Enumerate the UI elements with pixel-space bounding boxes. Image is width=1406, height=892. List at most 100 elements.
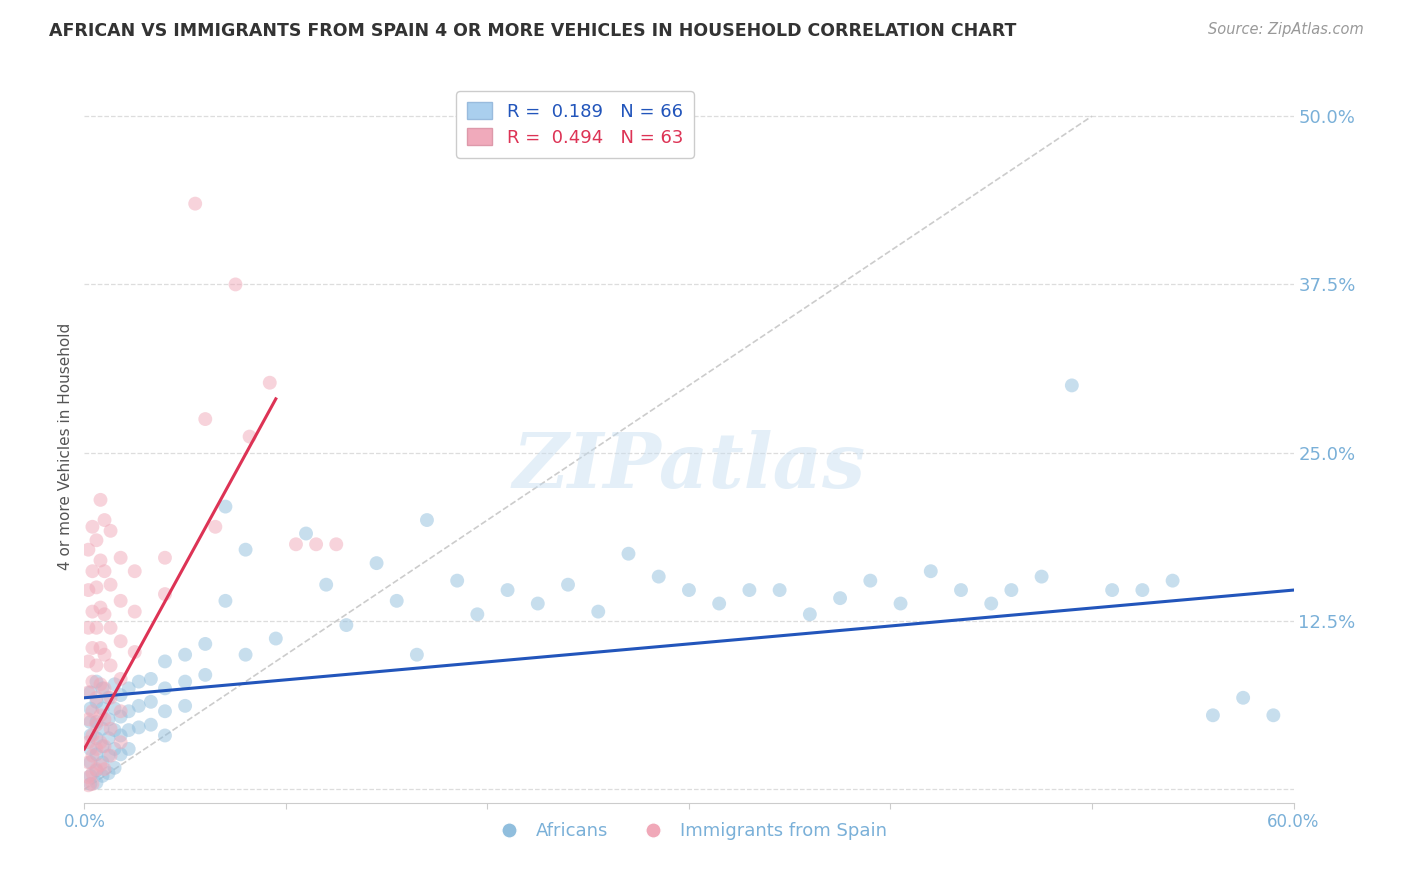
Point — [77, 712, 100, 726]
Point — [86, 747, 108, 762]
Point — [1031, 569, 1053, 583]
Point — [93, 681, 115, 696]
Point — [86, 690, 108, 705]
Point — [93, 513, 115, 527]
Point — [174, 698, 197, 713]
Text: ZIPatlas: ZIPatlas — [512, 431, 866, 504]
Point — [86, 762, 108, 776]
Point — [1232, 690, 1254, 705]
Point — [830, 591, 852, 606]
Point — [100, 621, 122, 635]
Point — [104, 677, 127, 691]
Point — [184, 196, 207, 211]
Point — [1101, 583, 1123, 598]
Point — [259, 376, 281, 390]
Point — [1263, 708, 1285, 723]
Point — [1000, 583, 1022, 598]
Point — [89, 600, 111, 615]
Point — [335, 618, 357, 632]
Point — [678, 583, 700, 598]
Point — [104, 742, 127, 756]
Point — [110, 594, 132, 608]
Point — [128, 674, 150, 689]
Point — [527, 597, 550, 611]
Point — [110, 672, 132, 686]
Point — [588, 605, 610, 619]
Point — [124, 645, 146, 659]
Point — [920, 564, 942, 578]
Point — [86, 621, 108, 635]
Point — [769, 583, 792, 598]
Point — [285, 537, 308, 551]
Point — [153, 729, 176, 743]
Point — [239, 429, 262, 443]
Point — [110, 704, 132, 718]
Point — [93, 739, 115, 754]
Point — [118, 704, 141, 718]
Point — [110, 688, 132, 702]
Point — [91, 722, 114, 736]
Point — [110, 747, 132, 762]
Point — [617, 547, 640, 561]
Point — [79, 742, 101, 756]
Point — [91, 701, 114, 715]
Point — [467, 607, 489, 622]
Point — [86, 742, 108, 756]
Point — [86, 714, 108, 729]
Point — [77, 542, 100, 557]
Point — [110, 735, 132, 749]
Point — [86, 580, 108, 594]
Point — [225, 277, 247, 292]
Point — [79, 756, 101, 770]
Point — [110, 634, 132, 648]
Point — [89, 708, 111, 723]
Point — [325, 537, 347, 551]
Point — [153, 587, 176, 601]
Point — [859, 574, 882, 588]
Point — [153, 655, 176, 669]
Point — [79, 729, 101, 743]
Point — [214, 594, 236, 608]
Point — [1161, 574, 1184, 588]
Point — [128, 698, 150, 713]
Point — [124, 564, 146, 578]
Point — [174, 674, 197, 689]
Point — [91, 681, 114, 696]
Point — [82, 674, 104, 689]
Point — [385, 594, 408, 608]
Point — [82, 766, 104, 780]
Point — [1132, 583, 1154, 598]
Point — [79, 685, 101, 699]
Point — [89, 758, 111, 772]
Point — [416, 513, 439, 527]
Point — [77, 655, 100, 669]
Point — [77, 756, 100, 770]
Point — [82, 640, 104, 655]
Point — [110, 729, 132, 743]
Point — [91, 756, 114, 770]
Point — [82, 605, 104, 619]
Point — [139, 717, 162, 731]
Point — [79, 777, 101, 791]
Point — [86, 674, 108, 689]
Point — [91, 739, 114, 754]
Point — [82, 729, 104, 743]
Point — [446, 574, 468, 588]
Point — [100, 748, 122, 763]
Point — [174, 648, 197, 662]
Point — [93, 564, 115, 578]
Point — [153, 681, 176, 696]
Point — [97, 690, 120, 705]
Point — [799, 607, 821, 622]
Point — [77, 735, 100, 749]
Y-axis label: 4 or more Vehicles in Household: 4 or more Vehicles in Household — [58, 322, 73, 570]
Point — [139, 672, 162, 686]
Point — [496, 583, 519, 598]
Point — [100, 524, 122, 538]
Point — [204, 520, 226, 534]
Point — [77, 778, 100, 792]
Point — [82, 704, 104, 718]
Point — [89, 553, 111, 567]
Point — [194, 637, 217, 651]
Point — [82, 564, 104, 578]
